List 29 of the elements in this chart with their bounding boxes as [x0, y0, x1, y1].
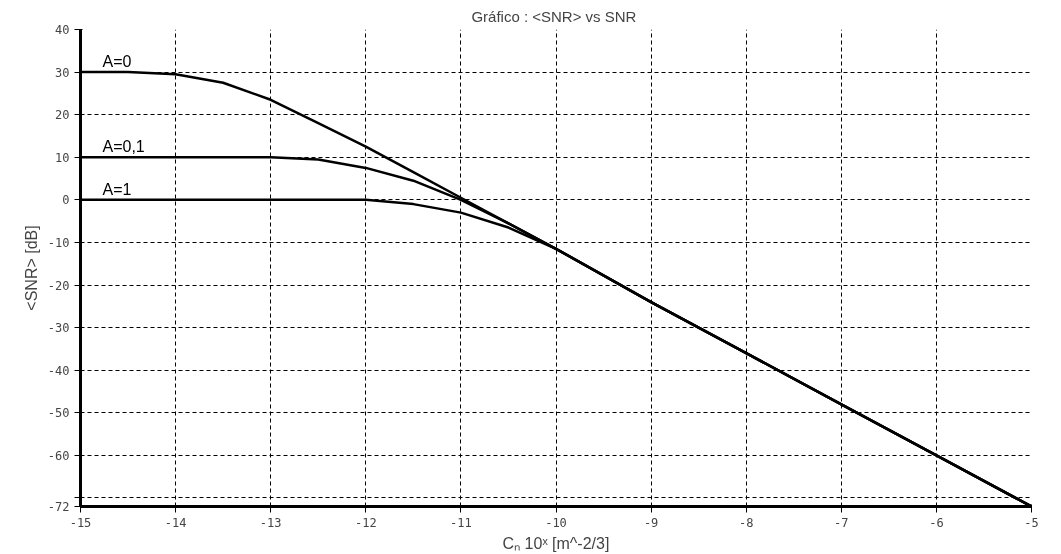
y-tick-label: 40 — [55, 23, 70, 37]
x-tick-label: -11 — [450, 515, 472, 530]
x-tick-label: -6 — [929, 515, 944, 530]
series-label: A=1 — [102, 180, 132, 198]
y-tick-label: -40 — [47, 363, 70, 378]
y-tick-label: -50 — [47, 406, 70, 421]
x-tick-label: -10 — [545, 515, 567, 530]
series-label: A=0 — [102, 53, 132, 71]
x-tick-label: -13 — [259, 515, 282, 530]
y-tick-label: -72 — [47, 500, 70, 514]
x-tick-label: -5 — [1024, 515, 1039, 530]
x-tick-label: -7 — [834, 515, 849, 530]
y-axis-title: <SNR> [dB] — [22, 225, 40, 311]
y-tick-label: -20 — [47, 278, 70, 293]
y-tick-label: 30 — [55, 65, 70, 80]
series-label: A=0,1 — [102, 138, 145, 156]
x-tick-label: -15 — [69, 515, 92, 530]
y-tick-label: -10 — [47, 235, 70, 250]
x-tick-label: -14 — [164, 515, 187, 530]
x-axis-title: Cₙ 10ˣ [m^-2/3] — [502, 534, 610, 552]
x-tick-label: -9 — [643, 515, 659, 530]
y-tick-label: -30 — [47, 321, 70, 336]
y-tick-label: 0 — [62, 193, 70, 208]
y-tick-label: -60 — [47, 448, 70, 463]
x-tick-label: -12 — [354, 515, 377, 530]
y-tick-label: 10 — [55, 150, 70, 165]
chart-title: Gráfico : <SNR> vs SNR — [471, 7, 637, 25]
y-tick-label: 20 — [55, 108, 70, 123]
x-tick-label: -8 — [738, 515, 754, 530]
